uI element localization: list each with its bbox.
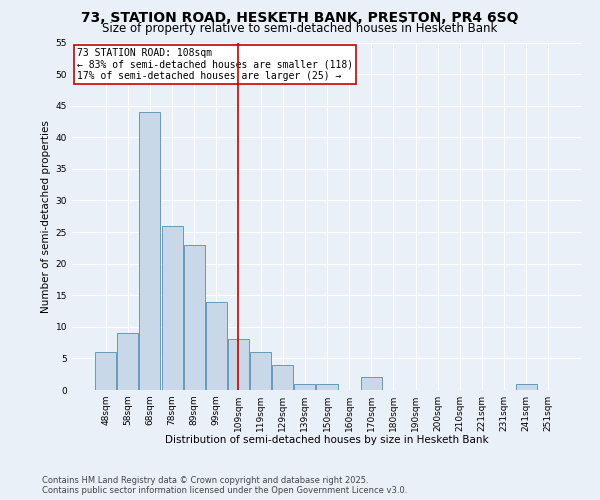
Bar: [118, 333, 139, 390]
Text: Size of property relative to semi-detached houses in Hesketh Bank: Size of property relative to semi-detach…: [103, 22, 497, 35]
Bar: [161, 226, 182, 390]
Bar: [316, 384, 338, 390]
Bar: [515, 384, 536, 390]
Bar: [184, 244, 205, 390]
Y-axis label: Number of semi-detached properties: Number of semi-detached properties: [41, 120, 52, 312]
Bar: [272, 364, 293, 390]
Bar: [206, 302, 227, 390]
Text: 73 STATION ROAD: 108sqm
← 83% of semi-detached houses are smaller (118)
17% of s: 73 STATION ROAD: 108sqm ← 83% of semi-de…: [77, 48, 353, 81]
Text: 73, STATION ROAD, HESKETH BANK, PRESTON, PR4 6SQ: 73, STATION ROAD, HESKETH BANK, PRESTON,…: [81, 11, 519, 25]
Bar: [295, 384, 316, 390]
Bar: [361, 378, 382, 390]
Bar: [228, 340, 249, 390]
X-axis label: Distribution of semi-detached houses by size in Hesketh Bank: Distribution of semi-detached houses by …: [165, 436, 489, 446]
Text: Contains HM Land Registry data © Crown copyright and database right 2025.
Contai: Contains HM Land Registry data © Crown c…: [42, 476, 407, 495]
Bar: [95, 352, 116, 390]
Bar: [139, 112, 160, 390]
Bar: [250, 352, 271, 390]
